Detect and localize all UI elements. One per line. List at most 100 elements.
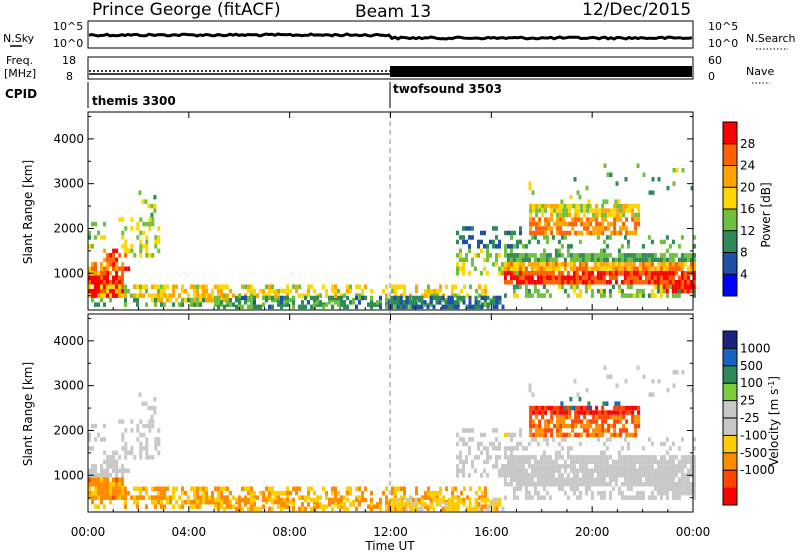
heatmap-cell xyxy=(121,280,124,285)
heatmap-cell xyxy=(147,405,151,411)
heatmap-cell xyxy=(124,248,128,254)
heatmap-cell xyxy=(462,428,465,433)
heatmap-cell xyxy=(196,288,199,294)
heatmap-cell xyxy=(515,464,519,469)
heatmap-cell xyxy=(644,253,648,258)
heatmap-cell xyxy=(316,497,319,503)
heatmap-cell xyxy=(509,253,513,258)
heatmap-cell xyxy=(109,293,112,298)
freq-tick-bottom: 8 xyxy=(66,70,73,83)
heatmap-cell xyxy=(565,423,569,429)
heatmap-cell xyxy=(109,486,112,491)
heatmap-cell xyxy=(501,506,505,512)
heatmap-cell xyxy=(408,502,412,507)
heatmap-cell xyxy=(689,280,693,285)
heatmap-cell xyxy=(510,446,513,451)
heatmap-cell xyxy=(650,473,654,478)
heatmap-cell xyxy=(631,217,635,222)
heatmap-cell xyxy=(403,284,406,289)
heatmap-cell xyxy=(631,414,635,420)
heatmap-cell xyxy=(586,423,590,429)
heatmap-cell xyxy=(521,253,525,258)
heatmap-cell xyxy=(154,495,157,500)
heatmap-cell xyxy=(519,230,522,236)
heatmap-cell xyxy=(571,217,575,222)
heatmap-cell xyxy=(427,284,430,289)
heatmap-cell xyxy=(637,212,641,218)
heatmap-cell xyxy=(150,203,154,209)
heatmap-cell xyxy=(519,428,522,433)
heatmap-cell xyxy=(154,284,157,289)
heatmap-cell xyxy=(390,502,394,507)
heatmap-cell xyxy=(503,266,507,271)
heatmap-cell xyxy=(578,239,582,245)
heatmap-cell xyxy=(671,253,675,258)
heatmap-cell xyxy=(625,405,629,411)
heatmap-cell xyxy=(559,203,563,209)
heatmap-cell xyxy=(632,253,636,258)
heatmap-cell xyxy=(328,502,331,507)
heatmap-cell xyxy=(545,468,549,473)
heatmap-cell xyxy=(653,477,657,482)
heatmap-cell xyxy=(417,304,421,310)
heatmap-cell xyxy=(480,432,483,438)
heatmap-cell xyxy=(100,262,103,267)
heatmap-cell xyxy=(563,490,567,496)
heatmap-cell xyxy=(556,432,560,438)
heatmap-cell xyxy=(433,293,436,298)
heatmap-cell xyxy=(283,502,286,507)
heatmap-cell xyxy=(462,468,465,473)
heatmap-cell xyxy=(581,468,585,473)
heatmap-cell xyxy=(154,437,158,442)
heatmap-cell xyxy=(121,293,124,298)
heatmap-cell xyxy=(280,295,283,301)
colorbar-swatch xyxy=(723,383,737,402)
heatmap-cell xyxy=(298,486,301,491)
heatmap-cell xyxy=(474,468,477,473)
heatmap-cell xyxy=(566,253,570,258)
heatmap-cell xyxy=(115,477,118,482)
heatmap-cell xyxy=(498,446,501,451)
heatmap-cell xyxy=(689,455,693,460)
heatmap-cell xyxy=(462,459,465,465)
heatmap-cell xyxy=(529,217,533,222)
heatmap-cell xyxy=(628,208,632,213)
heatmap-cell xyxy=(675,370,679,375)
heatmap-cell xyxy=(665,490,669,496)
heatmap-cell xyxy=(94,477,97,482)
heatmap-cell xyxy=(118,293,121,298)
heatmap-cell xyxy=(539,495,543,500)
heatmap-cell xyxy=(94,490,97,496)
heatmap-cell xyxy=(562,212,566,218)
heatmap-cell xyxy=(97,495,100,500)
heatmap-cell xyxy=(486,253,489,258)
heatmap-cell xyxy=(414,497,418,503)
heatmap-cell xyxy=(565,203,569,209)
heatmap-cell xyxy=(653,253,657,258)
heatmap-cell xyxy=(671,468,675,473)
heatmap-cell xyxy=(631,419,635,424)
heatmap-cell xyxy=(533,266,537,271)
heatmap-cell xyxy=(451,288,454,294)
heatmap-cell xyxy=(625,208,629,213)
heatmap-cell xyxy=(607,226,611,231)
heatmap-cell xyxy=(614,280,618,285)
heatmap-cell xyxy=(175,297,178,303)
heatmap-cell xyxy=(157,441,161,447)
heatmap-cell xyxy=(220,300,223,305)
heatmap-cell xyxy=(581,482,585,487)
heatmap-cell xyxy=(542,477,546,482)
heatmap-cell xyxy=(610,423,614,429)
heatmap-cell xyxy=(602,495,606,500)
heatmap-cell xyxy=(677,266,681,271)
heatmap-cell xyxy=(250,490,253,496)
heatmap-cell xyxy=(674,473,678,478)
heatmap-cell xyxy=(569,280,573,285)
heatmap-cell xyxy=(220,302,223,307)
heatmap-cell xyxy=(495,304,499,310)
heatmap-cell xyxy=(394,495,397,500)
heatmap-cell xyxy=(426,506,430,512)
heatmap-cell xyxy=(430,495,433,500)
heatmap-cell xyxy=(584,280,588,285)
